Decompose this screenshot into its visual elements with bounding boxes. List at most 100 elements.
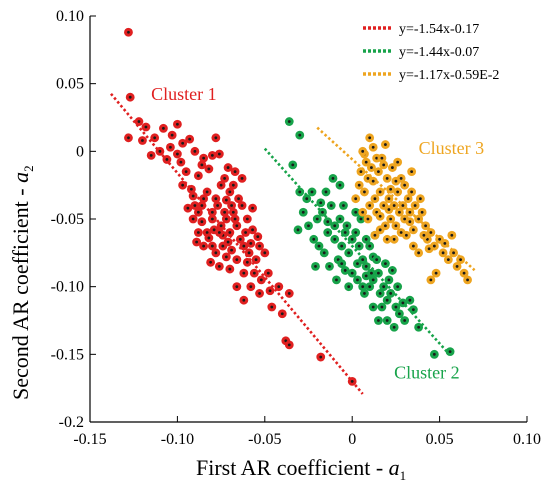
x-axis-title: First AR coefficient - a1 (196, 455, 406, 483)
data-point (410, 201, 420, 210)
data-point (155, 146, 165, 156)
data-point (401, 230, 411, 240)
legend-label: y=-1.54x-0.17 (399, 22, 479, 37)
x-tick-label: 0.10 (513, 431, 541, 448)
data-point (235, 234, 245, 244)
data-point (440, 238, 450, 248)
data-point (176, 157, 186, 167)
data-point (316, 352, 326, 362)
data-point (405, 207, 415, 217)
data-point (370, 194, 380, 204)
data-point (150, 133, 160, 143)
data-point (207, 207, 217, 217)
data-point (193, 171, 203, 181)
y-tick-label: -0.15 (51, 346, 84, 363)
data-point (431, 268, 441, 278)
data-point (190, 201, 200, 210)
data-point (248, 225, 257, 235)
data-point (374, 268, 383, 278)
data-point (340, 266, 350, 275)
data-point (141, 122, 151, 132)
data-point (307, 187, 317, 197)
data-point (391, 176, 401, 186)
data-point (230, 167, 240, 177)
x-tick-label: 0 (348, 431, 356, 448)
data-point (347, 268, 357, 278)
data-point (382, 234, 392, 244)
data-point (185, 134, 195, 144)
data-point (197, 201, 207, 210)
data-point (361, 234, 371, 244)
data-point (360, 289, 369, 298)
data-point (375, 225, 385, 235)
data-point (204, 233, 214, 243)
data-point (199, 194, 209, 204)
data-point (124, 133, 133, 143)
data-point (447, 230, 457, 240)
data-point (463, 275, 472, 285)
data-point (225, 264, 235, 274)
data-point (368, 275, 378, 285)
data-point (188, 214, 198, 224)
data-point (414, 248, 424, 258)
data-point (459, 268, 469, 278)
data-point (267, 302, 277, 312)
data-point (314, 241, 324, 251)
data-point (335, 180, 345, 190)
data-point (253, 232, 263, 241)
data-point (220, 207, 229, 217)
axes: -0.15 -0.10 -0.05 0 0.05 0.10 0.10 0.05 0 -0.05 -0… (51, 8, 541, 448)
data-point (311, 261, 320, 271)
data-point (242, 257, 252, 267)
data-point (394, 207, 404, 217)
data-point (206, 257, 216, 267)
data-point (214, 228, 224, 237)
cluster-label: Cluster 2 (394, 363, 460, 383)
data-point (232, 282, 242, 292)
data-point (365, 241, 375, 251)
data-point (382, 174, 392, 183)
data-point (211, 194, 221, 204)
data-point (375, 211, 385, 221)
data-point (323, 228, 333, 237)
data-point (438, 248, 448, 258)
data-point (207, 214, 217, 224)
data-point (255, 241, 264, 251)
data-point (389, 322, 399, 332)
data-point (237, 174, 247, 183)
y-tick-label: -0.2 (59, 414, 84, 431)
x-tick-label: -0.05 (248, 431, 281, 448)
data-point (232, 255, 242, 264)
data-point (284, 340, 294, 350)
data-point (239, 295, 249, 305)
cluster-labels: Cluster 1 Cluster 2 Cluster 3 (151, 84, 484, 383)
data-point (199, 241, 209, 251)
data-point (375, 289, 385, 298)
data-point (216, 180, 226, 190)
data-point (393, 157, 403, 167)
data-point (214, 261, 224, 271)
data-point (337, 259, 347, 269)
data-point (414, 214, 424, 224)
data-point (414, 322, 424, 332)
data-point (354, 241, 364, 251)
data-point (193, 228, 203, 237)
y-tick-label: -0.05 (51, 211, 84, 228)
data-point (274, 282, 284, 292)
x-tick-label: -0.15 (73, 431, 106, 448)
data-point (237, 201, 247, 210)
y-tick-label: 0.10 (56, 8, 84, 25)
data-point (188, 191, 198, 201)
data-point (134, 117, 144, 126)
data-point (361, 261, 371, 271)
data-point (181, 167, 191, 177)
data-point (207, 241, 217, 251)
data-point (221, 214, 231, 224)
data-point (197, 217, 207, 227)
data-point (277, 309, 287, 319)
data-point (284, 289, 294, 298)
data-point (394, 309, 404, 319)
data-point (374, 167, 383, 177)
data-point (351, 207, 361, 217)
data-point (391, 221, 401, 231)
